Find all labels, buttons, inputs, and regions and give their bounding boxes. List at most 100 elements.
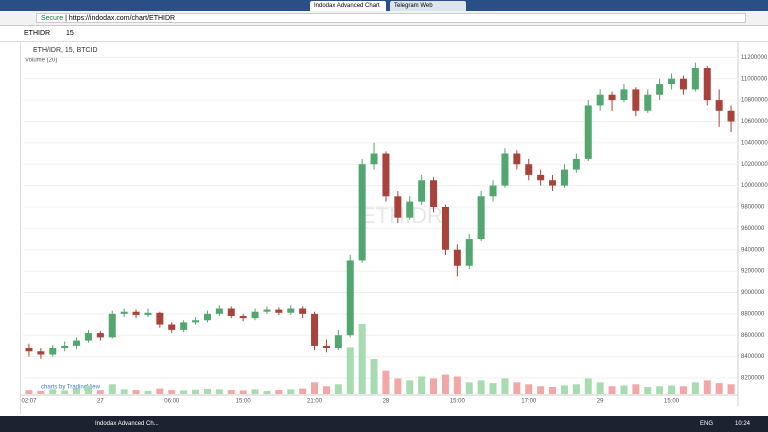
address-bar: Secure | https://indodax.com/chart/ETHID… xyxy=(0,11,768,26)
candle-body xyxy=(287,308,295,313)
volume-bar xyxy=(489,383,497,394)
x-tick-label: 27 xyxy=(97,399,104,405)
volume-bar xyxy=(132,390,140,394)
clock: 10:24 xyxy=(735,421,751,427)
candle-body xyxy=(430,180,438,207)
candle-body xyxy=(584,105,592,159)
y-tick-label: 8800000 xyxy=(741,311,765,317)
volume-bar xyxy=(61,390,69,394)
y-tick-label: 11000000 xyxy=(741,76,768,82)
candle-body xyxy=(227,308,235,316)
task-app[interactable]: Indodax Advanced Ch... xyxy=(95,421,159,427)
candle-body xyxy=(275,309,283,313)
candle-body xyxy=(620,89,628,101)
volume-bar xyxy=(513,382,521,394)
volume-bar xyxy=(465,382,473,394)
x-tick-label: 17:00 xyxy=(521,399,537,405)
volume-bar xyxy=(620,385,628,394)
candle-body xyxy=(441,206,449,250)
candle-body xyxy=(501,153,509,186)
volume-bar xyxy=(430,378,438,394)
x-tick-label: 06:00 xyxy=(164,399,180,405)
url: https://indodax.com/chart/ETHIDR xyxy=(68,15,176,22)
volume-bar xyxy=(537,386,545,394)
volume-bar xyxy=(275,390,283,394)
volume-bar xyxy=(596,382,604,394)
volume-bar xyxy=(251,389,259,394)
volume-bar xyxy=(346,347,354,394)
candle-body xyxy=(49,348,57,355)
browser-tab[interactable]: Telegram Web xyxy=(390,1,466,11)
y-tick-label: 10200000 xyxy=(741,162,768,168)
x-tick-label: 15:00 xyxy=(236,399,252,405)
volume-bar xyxy=(406,380,414,394)
candle-body xyxy=(25,348,33,352)
candle-body xyxy=(513,153,521,165)
x-tick-label: 21:00 xyxy=(307,399,323,405)
volume-bar xyxy=(691,382,699,394)
candle-body xyxy=(715,100,723,111)
x-tick-label: 02:07 xyxy=(21,399,37,405)
candle-body xyxy=(608,94,616,101)
volume-bar xyxy=(477,380,485,394)
volume-bar xyxy=(263,390,271,394)
candle-body xyxy=(679,78,687,90)
candle-body xyxy=(108,313,116,338)
volume-bar xyxy=(525,384,533,394)
candle-body xyxy=(727,110,735,122)
tab-bar: Indodax Advanced Chart Telegram Web xyxy=(0,0,768,11)
y-tick-label: 10000000 xyxy=(741,183,768,189)
browser-tab[interactable]: Indodax Advanced Chart xyxy=(310,1,386,11)
candle-body xyxy=(656,84,664,95)
volume-title: Volume (20) xyxy=(25,58,57,64)
volume-bar xyxy=(418,376,426,394)
volume-bar xyxy=(441,374,449,394)
volume-bar xyxy=(370,359,378,394)
candle-body xyxy=(668,78,676,85)
y-tick-label: 10400000 xyxy=(741,140,768,146)
y-tick-label: 9000000 xyxy=(741,290,765,296)
volume-bar xyxy=(501,378,509,394)
candle-body xyxy=(96,333,104,338)
volume-bar xyxy=(239,390,247,394)
volume-bar xyxy=(358,324,366,394)
volume-bar xyxy=(96,390,104,394)
symbol[interactable]: ETHIDR xyxy=(24,30,51,37)
y-tick-label: 8200000 xyxy=(741,376,765,382)
volume-bar xyxy=(632,384,640,394)
candle-body xyxy=(358,164,366,261)
candle-body xyxy=(632,89,640,111)
volume-bar xyxy=(668,385,676,394)
url-box[interactable]: Secure | https://indodax.com/chart/ETHID… xyxy=(36,13,746,23)
candle-body xyxy=(192,320,200,323)
credit: charts by TradingView xyxy=(41,385,101,391)
interval[interactable]: 15 xyxy=(66,30,74,37)
candle-body xyxy=(382,153,390,197)
candle-body xyxy=(132,311,140,315)
chart-toolbar: ETHIDR 15 xyxy=(0,26,768,42)
candle-body xyxy=(537,174,545,181)
y-tick-label: 11200000 xyxy=(741,55,768,61)
volume-bar xyxy=(549,387,557,394)
y-tick-label: 10800000 xyxy=(741,98,768,104)
y-tick-label: 9400000 xyxy=(741,247,765,253)
volume-bar xyxy=(108,384,116,394)
volume-bar xyxy=(37,390,45,394)
candle-body xyxy=(37,351,45,355)
volume-bar xyxy=(203,388,211,394)
candle-body xyxy=(156,312,164,325)
x-tick-label: 15:00 xyxy=(664,399,680,405)
y-tick-label: 8400000 xyxy=(741,354,765,360)
candle-body xyxy=(239,315,247,319)
volume-bar xyxy=(73,388,81,394)
candle-body xyxy=(572,158,580,170)
candle-body xyxy=(418,180,426,202)
candle-body xyxy=(394,196,402,218)
y-tick-label: 8600000 xyxy=(741,333,765,339)
candle-body xyxy=(73,340,81,346)
volume-bar xyxy=(453,376,461,394)
candle-body xyxy=(370,153,378,165)
volume-bar xyxy=(644,387,652,394)
volume-bar xyxy=(49,389,57,394)
